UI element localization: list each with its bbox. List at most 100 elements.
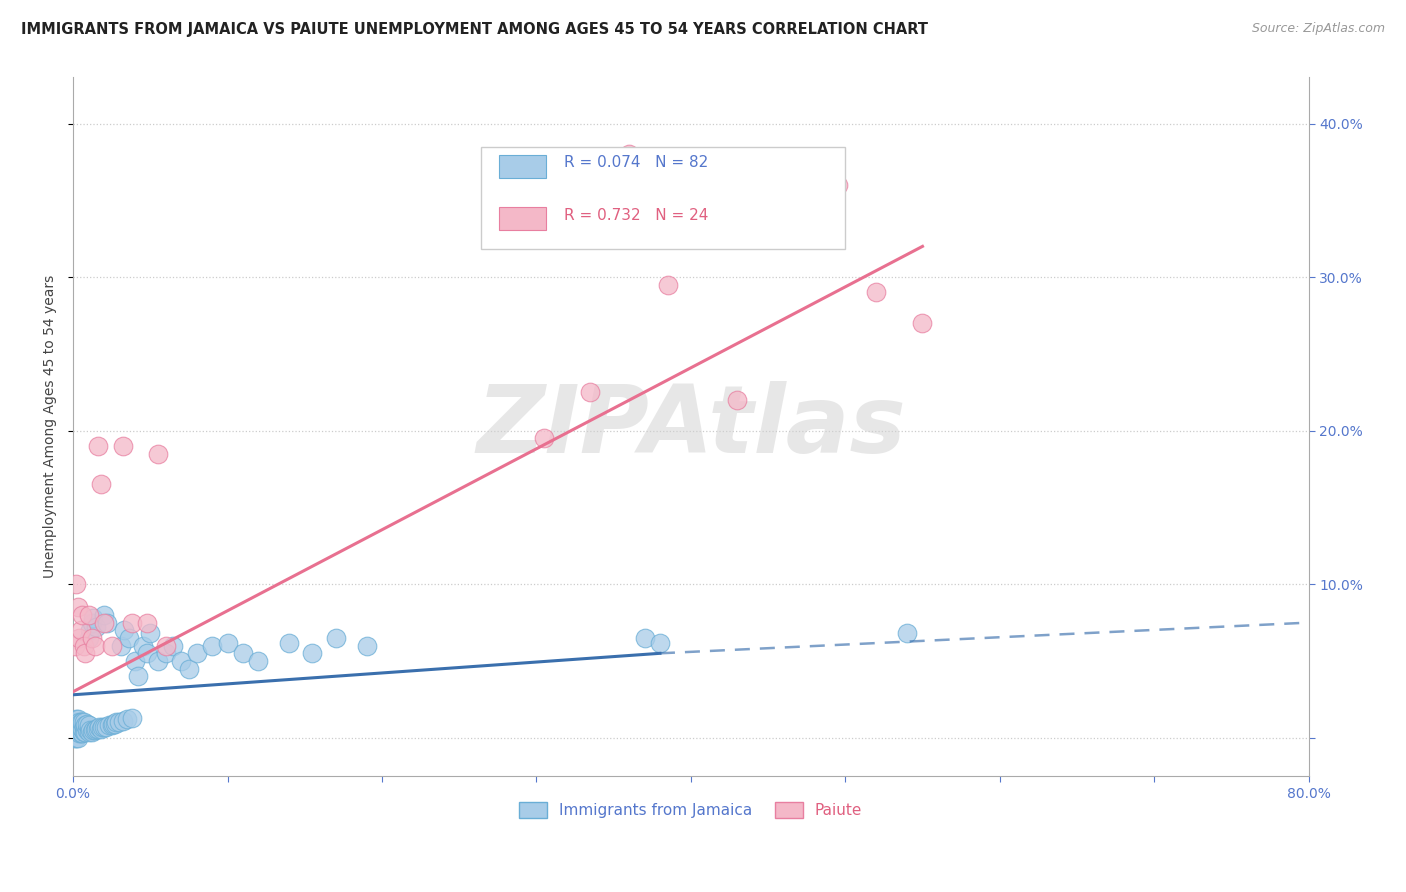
Point xyxy=(103,717,125,731)
Point xyxy=(66,712,89,726)
Point xyxy=(75,724,97,739)
Point xyxy=(93,607,115,622)
Point xyxy=(82,723,104,737)
Point xyxy=(201,639,224,653)
Point xyxy=(69,726,91,740)
Point xyxy=(66,600,89,615)
Point xyxy=(896,626,918,640)
Point xyxy=(65,731,87,745)
Point xyxy=(97,718,120,732)
Point xyxy=(90,722,112,736)
Point xyxy=(121,711,143,725)
Point xyxy=(247,654,270,668)
Point xyxy=(63,723,86,737)
Point xyxy=(67,726,90,740)
Point xyxy=(80,615,103,630)
Point xyxy=(108,715,131,730)
Point xyxy=(533,431,555,445)
Point xyxy=(911,316,934,330)
Point xyxy=(93,720,115,734)
Point xyxy=(80,631,103,645)
Point xyxy=(579,385,602,400)
Point xyxy=(84,620,107,634)
Point xyxy=(104,717,127,731)
Point xyxy=(827,178,849,192)
Point xyxy=(155,639,177,653)
Point xyxy=(648,635,671,649)
Point xyxy=(75,646,97,660)
Text: Source: ZipAtlas.com: Source: ZipAtlas.com xyxy=(1251,22,1385,36)
Point xyxy=(217,635,239,649)
Point xyxy=(139,626,162,640)
Point xyxy=(617,147,640,161)
Point xyxy=(77,718,100,732)
Point xyxy=(66,731,89,745)
Legend: Immigrants from Jamaica, Paiute: Immigrants from Jamaica, Paiute xyxy=(513,797,869,824)
Point xyxy=(72,726,94,740)
Point xyxy=(72,722,94,736)
Point xyxy=(278,635,301,649)
Point xyxy=(162,639,184,653)
Point xyxy=(93,615,115,630)
Point xyxy=(725,392,748,407)
Point xyxy=(111,714,134,728)
Point xyxy=(73,724,96,739)
Point xyxy=(63,639,86,653)
Point xyxy=(89,720,111,734)
Point xyxy=(155,646,177,660)
Point xyxy=(72,715,94,730)
Point xyxy=(77,724,100,739)
Text: R = 0.732   N = 24: R = 0.732 N = 24 xyxy=(564,208,709,223)
Point xyxy=(100,718,122,732)
Point xyxy=(69,715,91,730)
FancyBboxPatch shape xyxy=(481,147,845,249)
Point xyxy=(657,277,679,292)
Point xyxy=(77,607,100,622)
Point xyxy=(82,611,104,625)
Point xyxy=(91,720,114,734)
Point xyxy=(115,712,138,726)
Point xyxy=(96,615,118,630)
Point xyxy=(66,718,89,732)
Point xyxy=(131,639,153,653)
Point xyxy=(84,722,107,736)
Point xyxy=(94,720,117,734)
Point xyxy=(232,646,254,660)
Point xyxy=(170,654,193,668)
FancyBboxPatch shape xyxy=(499,207,547,230)
Point xyxy=(76,723,98,737)
Point xyxy=(63,715,86,730)
Text: ZIPAtlas: ZIPAtlas xyxy=(477,381,905,473)
Point xyxy=(105,715,128,730)
Point xyxy=(73,639,96,653)
Point xyxy=(73,715,96,730)
Point xyxy=(177,662,200,676)
Point xyxy=(83,639,105,653)
Point xyxy=(79,723,101,737)
Point xyxy=(146,447,169,461)
Point xyxy=(79,624,101,638)
Point xyxy=(146,654,169,668)
Point xyxy=(118,631,141,645)
Point xyxy=(111,439,134,453)
Point xyxy=(87,439,110,453)
Point xyxy=(301,646,323,660)
Point xyxy=(73,720,96,734)
Point xyxy=(110,639,132,653)
Point xyxy=(136,615,159,630)
Point xyxy=(69,624,91,638)
Point xyxy=(90,477,112,491)
Point xyxy=(865,285,887,300)
Point xyxy=(136,646,159,660)
Point xyxy=(65,718,87,732)
Point xyxy=(67,715,90,730)
Point xyxy=(65,712,87,726)
Point xyxy=(112,624,135,638)
Point xyxy=(186,646,208,660)
Point xyxy=(67,720,90,734)
Point xyxy=(325,631,347,645)
Text: R = 0.074   N = 82: R = 0.074 N = 82 xyxy=(564,155,707,170)
FancyBboxPatch shape xyxy=(499,154,547,178)
Point xyxy=(80,724,103,739)
Point xyxy=(66,723,89,737)
